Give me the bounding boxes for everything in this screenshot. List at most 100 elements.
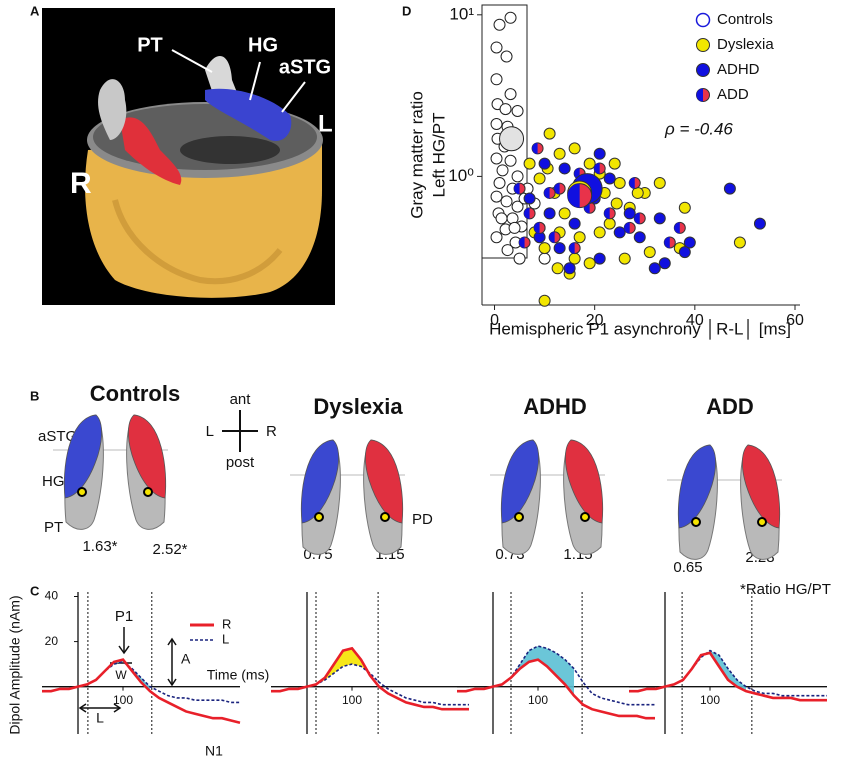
compass-label: post	[226, 454, 255, 471]
point-half	[624, 222, 630, 234]
point-half	[532, 142, 538, 154]
y-axis-label: Gray matter ratio	[407, 91, 426, 219]
point	[603, 217, 616, 230]
point	[568, 142, 581, 155]
point-open	[500, 195, 513, 208]
group-title: Controls	[90, 381, 180, 406]
hemisphere-region	[128, 414, 167, 499]
legend-label: ADD	[717, 86, 749, 103]
point-open	[490, 152, 503, 165]
point	[553, 147, 566, 160]
annotation: L	[96, 710, 104, 726]
point-open	[495, 212, 508, 225]
difference-fill	[511, 646, 574, 696]
legend-swatch	[696, 38, 710, 52]
compass	[222, 410, 258, 452]
dipole	[580, 512, 590, 522]
panel-label: C	[30, 583, 40, 598]
panel-label: B	[30, 388, 39, 403]
point-half	[519, 236, 525, 248]
point	[613, 226, 626, 239]
dipole	[514, 512, 524, 522]
dipole	[77, 487, 87, 497]
head-label: aSTG	[279, 56, 331, 78]
point	[613, 177, 626, 190]
point-open	[538, 252, 551, 265]
point-open	[490, 231, 503, 244]
dipole	[691, 517, 701, 527]
point-open	[511, 200, 524, 213]
ratio: 2.52*	[152, 541, 187, 558]
point-open	[490, 73, 503, 86]
annotation: W	[115, 668, 127, 682]
point	[558, 162, 571, 175]
x-axis-label: Time (ms)	[207, 667, 269, 683]
point-open	[490, 190, 503, 203]
head-arrows	[171, 49, 306, 113]
head-render	[42, 8, 335, 305]
point-open	[504, 88, 517, 101]
series-line	[457, 658, 655, 720]
difference-fill	[316, 648, 370, 685]
point	[653, 177, 666, 190]
y-tick-label: 40	[45, 589, 59, 603]
head-label: L	[318, 110, 333, 137]
point	[648, 262, 661, 275]
dipole	[143, 487, 153, 497]
point	[568, 217, 581, 230]
point-half	[664, 236, 670, 248]
ratio: 0.65	[673, 559, 702, 576]
point-half	[549, 231, 555, 243]
point	[608, 157, 621, 170]
point-open	[508, 221, 521, 234]
point	[610, 197, 623, 210]
x-tick-label: 20	[586, 312, 604, 329]
x-tick-label: 100	[113, 693, 133, 707]
legend-label: ADHD	[717, 61, 760, 78]
hemisphere-region	[742, 444, 781, 529]
x-tick-label: 100	[700, 693, 720, 707]
dipole	[757, 517, 767, 527]
point	[563, 262, 576, 275]
series-line	[457, 645, 655, 706]
compass-label: R	[266, 423, 277, 440]
point-half	[674, 222, 680, 234]
point-half	[634, 212, 640, 224]
point	[543, 127, 556, 140]
point-half	[554, 183, 560, 195]
point-half	[629, 177, 635, 189]
x-tick-label: 100	[528, 693, 548, 707]
point	[678, 246, 691, 259]
chart-c-arrows	[78, 627, 177, 713]
point	[523, 192, 536, 205]
series-line	[42, 661, 240, 704]
point-half	[544, 187, 550, 199]
compass-label: ant	[230, 391, 252, 408]
point	[538, 294, 551, 307]
series-line	[271, 646, 469, 711]
legend-label: L	[222, 631, 229, 646]
point	[633, 231, 646, 244]
hemisphere-region	[565, 439, 604, 524]
point	[603, 172, 616, 185]
annotation: ρ = -0.46	[664, 119, 733, 138]
point	[653, 212, 666, 225]
legend-label: R	[222, 616, 231, 631]
point	[523, 157, 536, 170]
y-tick-label: 10¹	[449, 4, 474, 23]
point	[533, 172, 546, 185]
point	[543, 207, 556, 220]
x-tick-label: 100	[342, 693, 362, 707]
point	[583, 257, 596, 270]
dipole	[314, 512, 324, 522]
region-label: PD	[412, 511, 433, 528]
point	[753, 217, 766, 230]
point-open	[504, 154, 517, 167]
series-line	[42, 658, 241, 724]
x-tick-label: 0	[490, 312, 499, 329]
point	[631, 186, 644, 199]
point-open	[500, 50, 513, 63]
point-open	[511, 170, 524, 183]
point	[538, 157, 551, 170]
